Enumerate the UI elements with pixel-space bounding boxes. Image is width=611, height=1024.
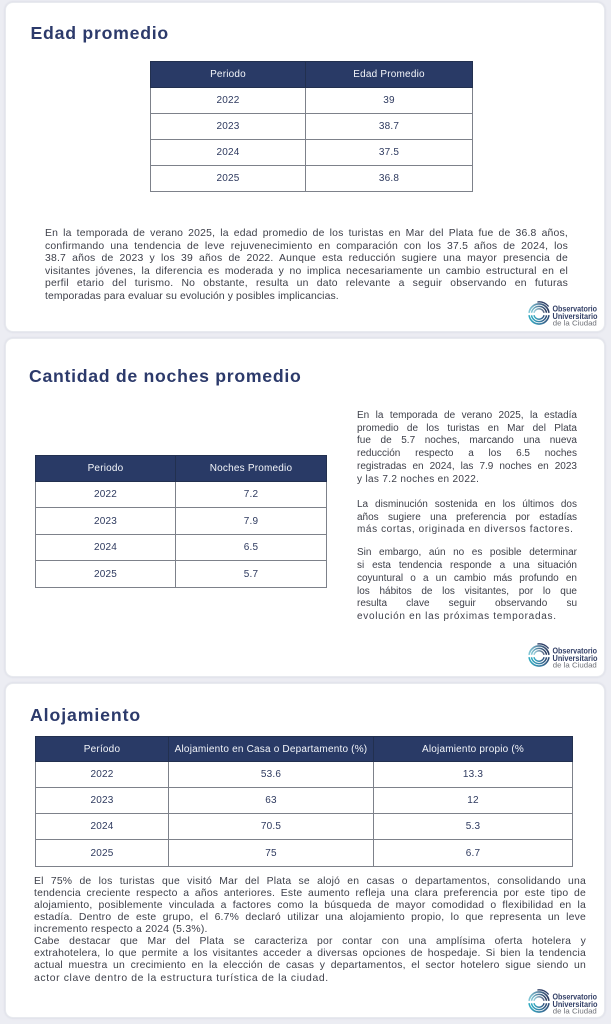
svg-text:de la Ciudad: de la Ciudad (553, 319, 597, 328)
svg-text:Observatorio: Observatorio (553, 647, 598, 656)
svg-text:Universitario: Universitario (553, 654, 598, 663)
svg-text:Observatorio: Observatorio (553, 993, 598, 1002)
svg-text:Universitario: Universitario (553, 1000, 598, 1009)
svg-text:Universitario: Universitario (553, 312, 598, 321)
svg-text:de la Ciudad: de la Ciudad (553, 661, 597, 670)
svg-text:Observatorio: Observatorio (553, 305, 598, 314)
svg-text:de la Ciudad: de la Ciudad (553, 1007, 597, 1016)
